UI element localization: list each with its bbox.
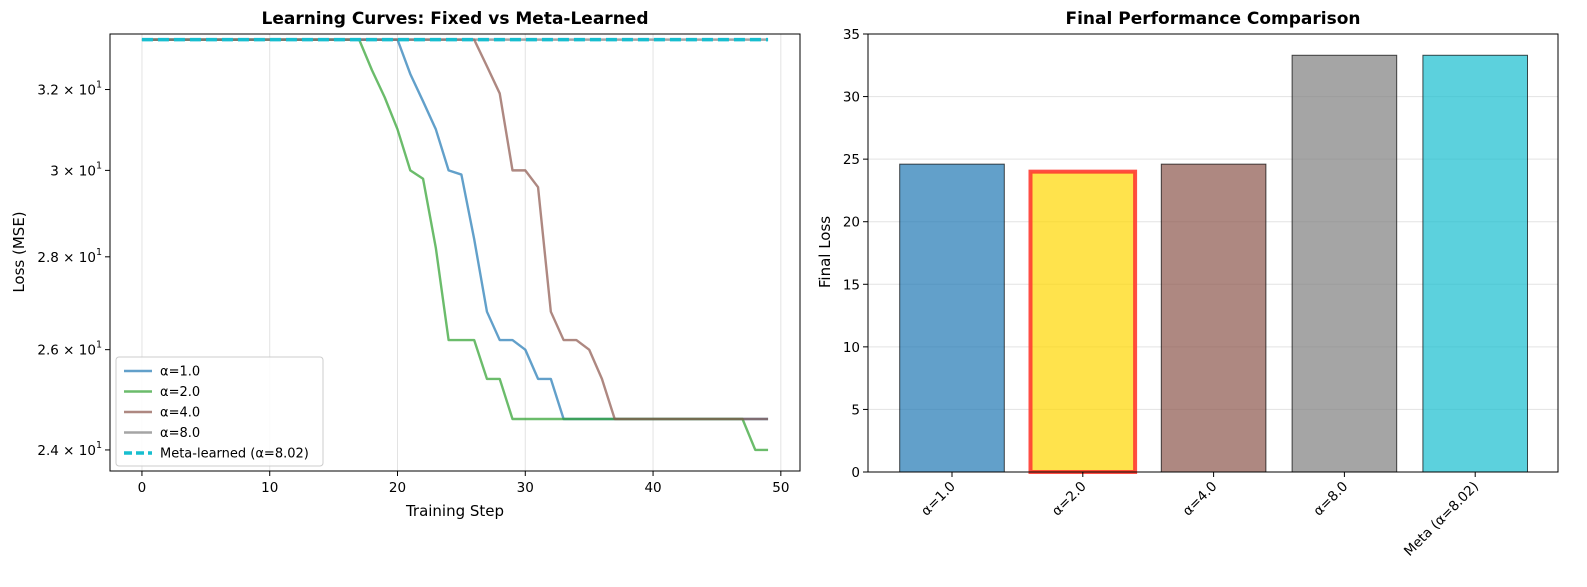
x-tick-label: α=4.0 (1180, 479, 1221, 520)
learning-curves-chart: Learning Curves: Fixed vs Meta-Learned 0… (10, 9, 801, 520)
x-tick-label: 10 (261, 480, 278, 496)
y-tick-label: 30 (843, 90, 860, 106)
y-tick-label: 10 (843, 340, 860, 356)
bar-3 (1291, 54, 1398, 473)
y-tick-label: 2.8 × 101 (37, 247, 102, 266)
learning-curves-title: Learning Curves: Fixed vs Meta-Learned (261, 9, 648, 29)
bar-4 (1422, 54, 1529, 473)
y-tick-label: 3 × 101 (50, 160, 102, 179)
bar-2 (1160, 163, 1267, 473)
y-tick-exponent: 1 (96, 247, 102, 258)
x-tick-label: Meta (α=8.02) (1401, 479, 1482, 560)
learning-curves-x-ticks: 0 10 20 30 40 50 (138, 471, 789, 496)
y-tick-exponent: 1 (96, 440, 102, 451)
y-tick-exponent: 1 (96, 80, 102, 91)
y-tick-exponent: 1 (96, 160, 102, 171)
y-tick-label: 2.4 × 101 (37, 440, 102, 459)
final-performance-frame (867, 33, 1559, 473)
legend-box (115, 356, 324, 467)
x-tick-label: 30 (517, 480, 534, 496)
final-performance-y-ticks: 0 5 10 15 20 25 30 35 (843, 27, 868, 481)
x-tick-label: α=1.0 (918, 479, 959, 520)
legend-label: α=1.0 (160, 365, 200, 380)
final-performance-title: Final Performance Comparison (1065, 9, 1360, 29)
bar-1 (1028, 169, 1138, 475)
final-performance-y-label: Final Loss (816, 216, 834, 288)
y-tick-label: 2.6 × 101 (37, 340, 102, 359)
y-tick-label: 15 (843, 277, 860, 293)
x-tick-label: 50 (772, 480, 789, 496)
final-performance-bars (899, 54, 1529, 475)
legend-label: α=8.0 (160, 426, 200, 441)
y-tick-base: 2.8 × 10 (37, 250, 96, 266)
x-tick-label: 0 (138, 480, 147, 496)
y-tick-label: 0 (851, 465, 860, 481)
x-tick-label: α=8.0 (1310, 479, 1351, 520)
y-tick-base: 3 × 10 (50, 163, 96, 179)
learning-curves-legend: α=1.0 α=2.0 α=4.0 α=8.0 Meta-learned (α=8.02… (115, 356, 324, 467)
bar-0 (899, 163, 1005, 473)
learning-curves-y-label: Loss (MSE) (10, 211, 28, 292)
y-tick-label: 5 (851, 402, 860, 418)
y-tick-base: 3.2 × 10 (37, 83, 96, 99)
y-tick-label: 35 (843, 27, 860, 43)
y-tick-label: 25 (843, 152, 860, 168)
legend-label: α=2.0 (160, 385, 200, 400)
y-tick-label: 20 (843, 215, 860, 231)
learning-curves-lines (141, 37, 769, 452)
learning-curves-frame (109, 33, 801, 472)
x-tick-label: 20 (389, 480, 406, 496)
final-performance-chart: Final Performance Comparison 0 5 10 15 20 25 3… (816, 9, 1559, 560)
y-tick-base: 2.4 × 10 (37, 443, 96, 459)
y-tick-exponent: 1 (96, 340, 102, 351)
final-performance-x-ticks: α=1.0 α=2.0 α=4.0 α=8.0 Meta (α=8.02) (918, 472, 1482, 560)
legend-label: α=4.0 (160, 406, 200, 421)
y-tick-label: 3.2 × 101 (37, 80, 102, 99)
legend-label: Meta-learned (α=8.02) (160, 447, 309, 462)
learning-curves-x-label: Training Step (405, 502, 504, 520)
x-tick-label: α=2.0 (1049, 479, 1090, 520)
y-tick-base: 2.6 × 10 (37, 343, 96, 359)
x-tick-label: 40 (644, 480, 661, 496)
